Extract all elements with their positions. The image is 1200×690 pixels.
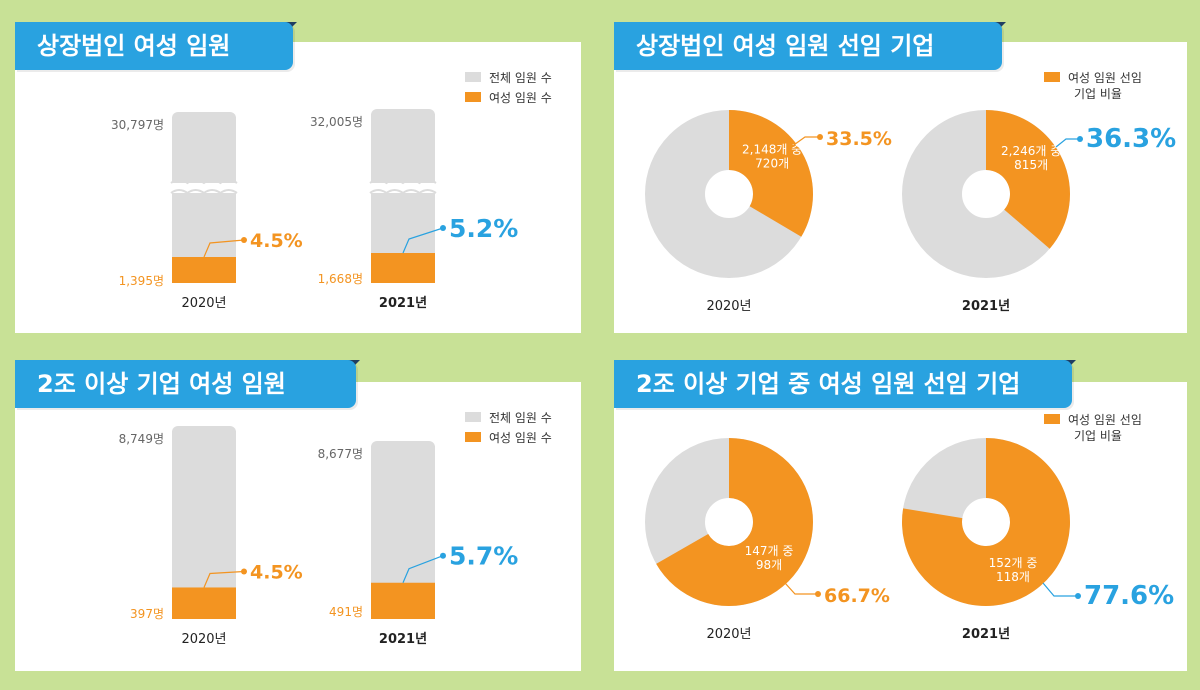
panel-title: 2조 이상 기업 여성 임원 — [15, 360, 356, 408]
panel-large-companies-with-female-executives — [614, 382, 1187, 671]
panel-large-company-female-executives — [15, 382, 581, 671]
panel-listed-companies-with-female-executives — [614, 42, 1187, 333]
panel-listed-female-executives — [15, 42, 581, 333]
panel-title: 2조 이상 기업 중 여성 임원 선임 기업 — [614, 360, 1072, 408]
panel-title: 상장법인 여성 임원 선임 기업 — [614, 22, 1002, 70]
panel-title: 상장법인 여성 임원 — [15, 22, 293, 70]
